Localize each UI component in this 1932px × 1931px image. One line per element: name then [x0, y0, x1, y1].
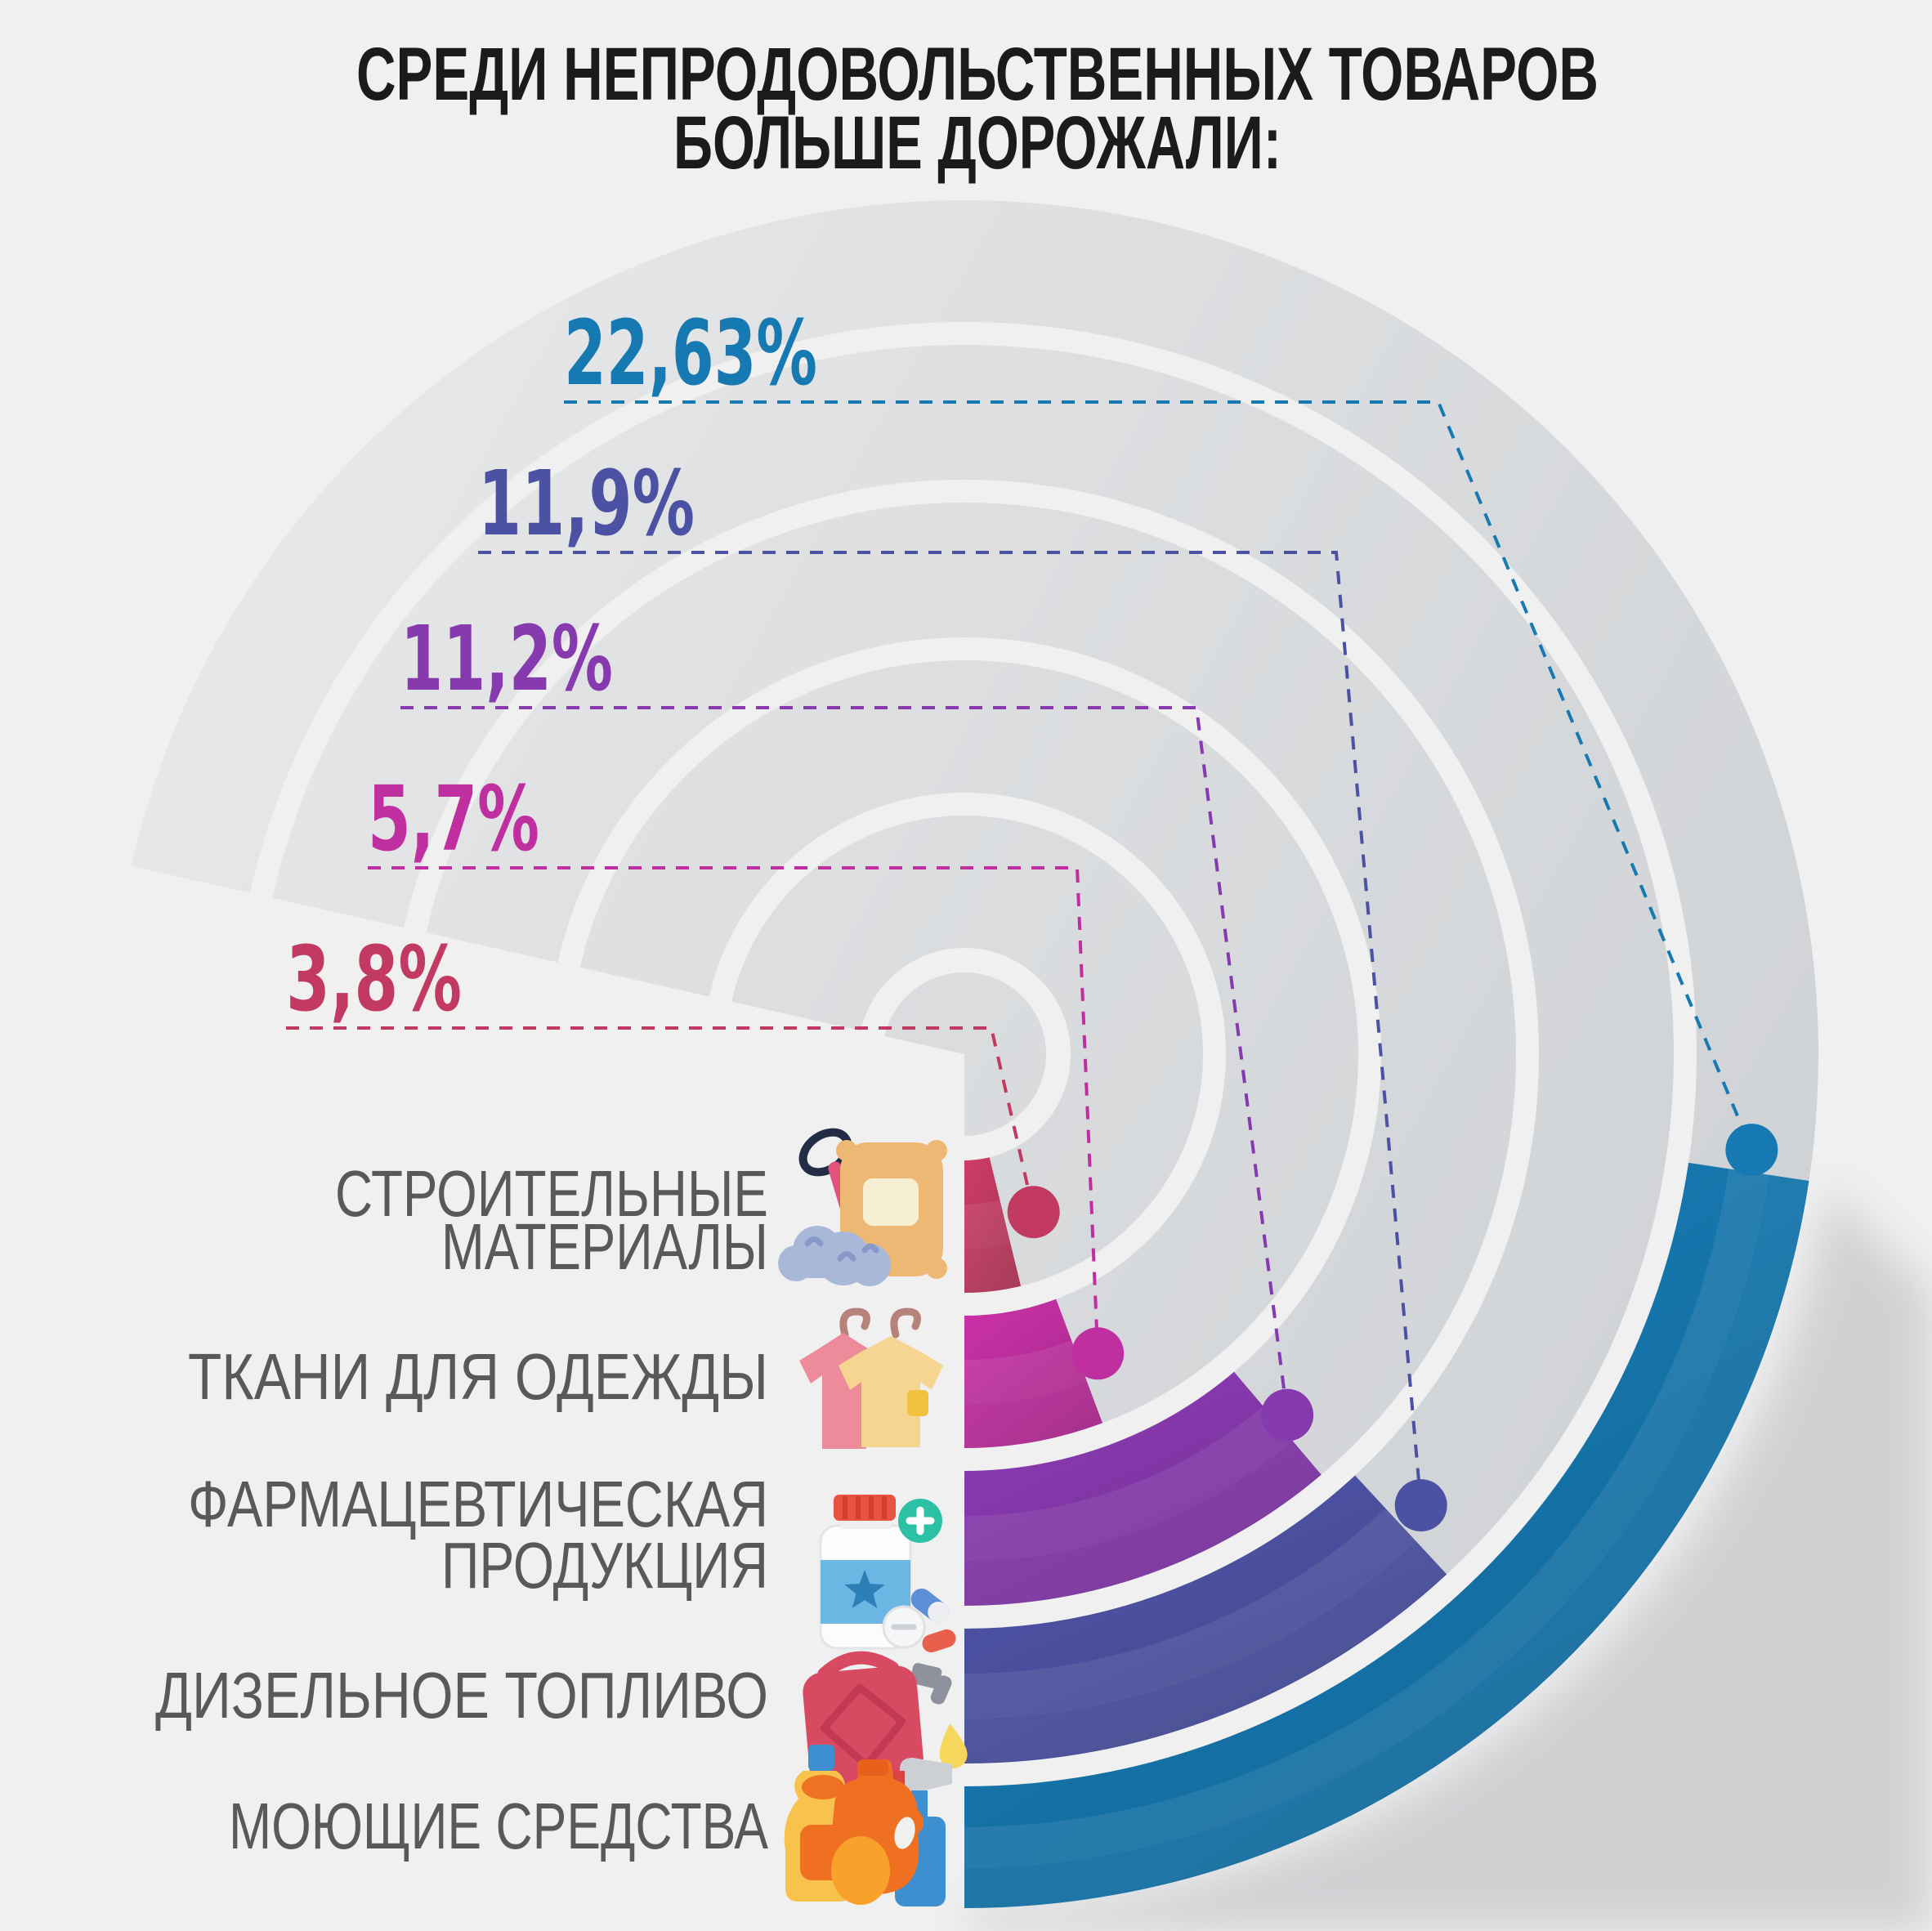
value-arc-2	[964, 1371, 1322, 1606]
arc-stripe	[964, 1242, 1021, 1293]
arc-stripe	[964, 1406, 1293, 1561]
value-dot-0	[1007, 1186, 1060, 1239]
category-fabrics: ТКАНИ ДЛЯ ОДЕЖДЫ	[188, 1340, 768, 1413]
value-dot-1	[1071, 1327, 1125, 1380]
category-labels: СТРОИТЕЛЬНЫЕ МАТЕРИАЛЫ ТКАНИ ДЛЯ ОДЕЖДЫ …	[155, 1157, 768, 1862]
arc-stripe	[964, 1340, 1088, 1405]
arc-stripe	[964, 1381, 1102, 1448]
category-icons	[778, 1128, 968, 1906]
arc-stripe	[964, 1174, 1809, 1908]
arc-stripe	[964, 1440, 1322, 1606]
title-line-2: БОЛЬШЕ ДОРОЖАЛИ:	[673, 101, 1281, 185]
arc-stripe	[964, 1508, 1416, 1719]
connector-lines	[286, 400, 1778, 1532]
arc-shadow	[968, 1187, 1932, 1931]
detergents-icon	[784, 1745, 952, 1906]
value-labels: 22,63% 11,9% 11,2% 5,7% 3,8%	[286, 301, 817, 1031]
category-pharma-line-2: ПРОДУКЦИЯ	[441, 1529, 768, 1602]
value-label-pharma: 11,2%	[400, 606, 613, 711]
page-title: СРЕДИ НЕПРОДОВОЛЬСТВЕННЫХ ТОВАРОВ БОЛЬШЕ…	[356, 33, 1599, 185]
value-dot-3	[1394, 1479, 1447, 1532]
value-arc-0	[964, 1157, 1022, 1293]
medicine-bottle-icon	[819, 1495, 956, 1653]
capsule	[910, 1588, 950, 1624]
value-arc-3	[964, 1475, 1447, 1763]
value-arcs	[964, 1157, 1809, 1908]
value-arc-1	[964, 1299, 1102, 1448]
category-diesel: ДИЗЕЛЬНОЕ ТОПЛИВО	[155, 1659, 768, 1732]
category-construction-line-1: СТРОИТЕЛЬНЫЕ	[335, 1157, 768, 1230]
value-label-diesel: 11,9%	[478, 451, 695, 556]
value-label-detergents: 22,63%	[564, 301, 817, 405]
connector-line-4	[564, 400, 1754, 1151]
connector-line-0	[286, 1026, 1035, 1213]
value-dot-4	[1725, 1124, 1778, 1177]
title-line-1: СРЕДИ НЕПРОДОВОЛЬСТВЕННЫХ ТОВАРОВ	[356, 33, 1599, 116]
cement-bag-icon	[778, 1128, 947, 1286]
category-detergents: МОЮЩИЕ СРЕДСТВА	[229, 1790, 768, 1862]
connector-line-3	[478, 551, 1423, 1506]
value-arc-4	[964, 1162, 1809, 1908]
connector-line-2	[400, 706, 1290, 1415]
arc-stripe	[964, 1540, 1447, 1763]
value-label-construction: 3,8%	[286, 927, 462, 1031]
arc-stripe	[964, 1169, 1769, 1868]
category-pharma-line-1: ФАРМАЦЕВТИЧЕСКАЯ	[188, 1468, 768, 1540]
arc-stripe	[964, 1200, 1011, 1249]
value-label-fabrics: 5,7%	[368, 767, 539, 871]
value-dot-2	[1261, 1388, 1314, 1442]
clothes-hangers-icon	[799, 1307, 943, 1449]
background-wedge	[0, 836, 964, 1931]
category-construction-line-2: МАТЕРИАЛЫ	[441, 1210, 768, 1283]
